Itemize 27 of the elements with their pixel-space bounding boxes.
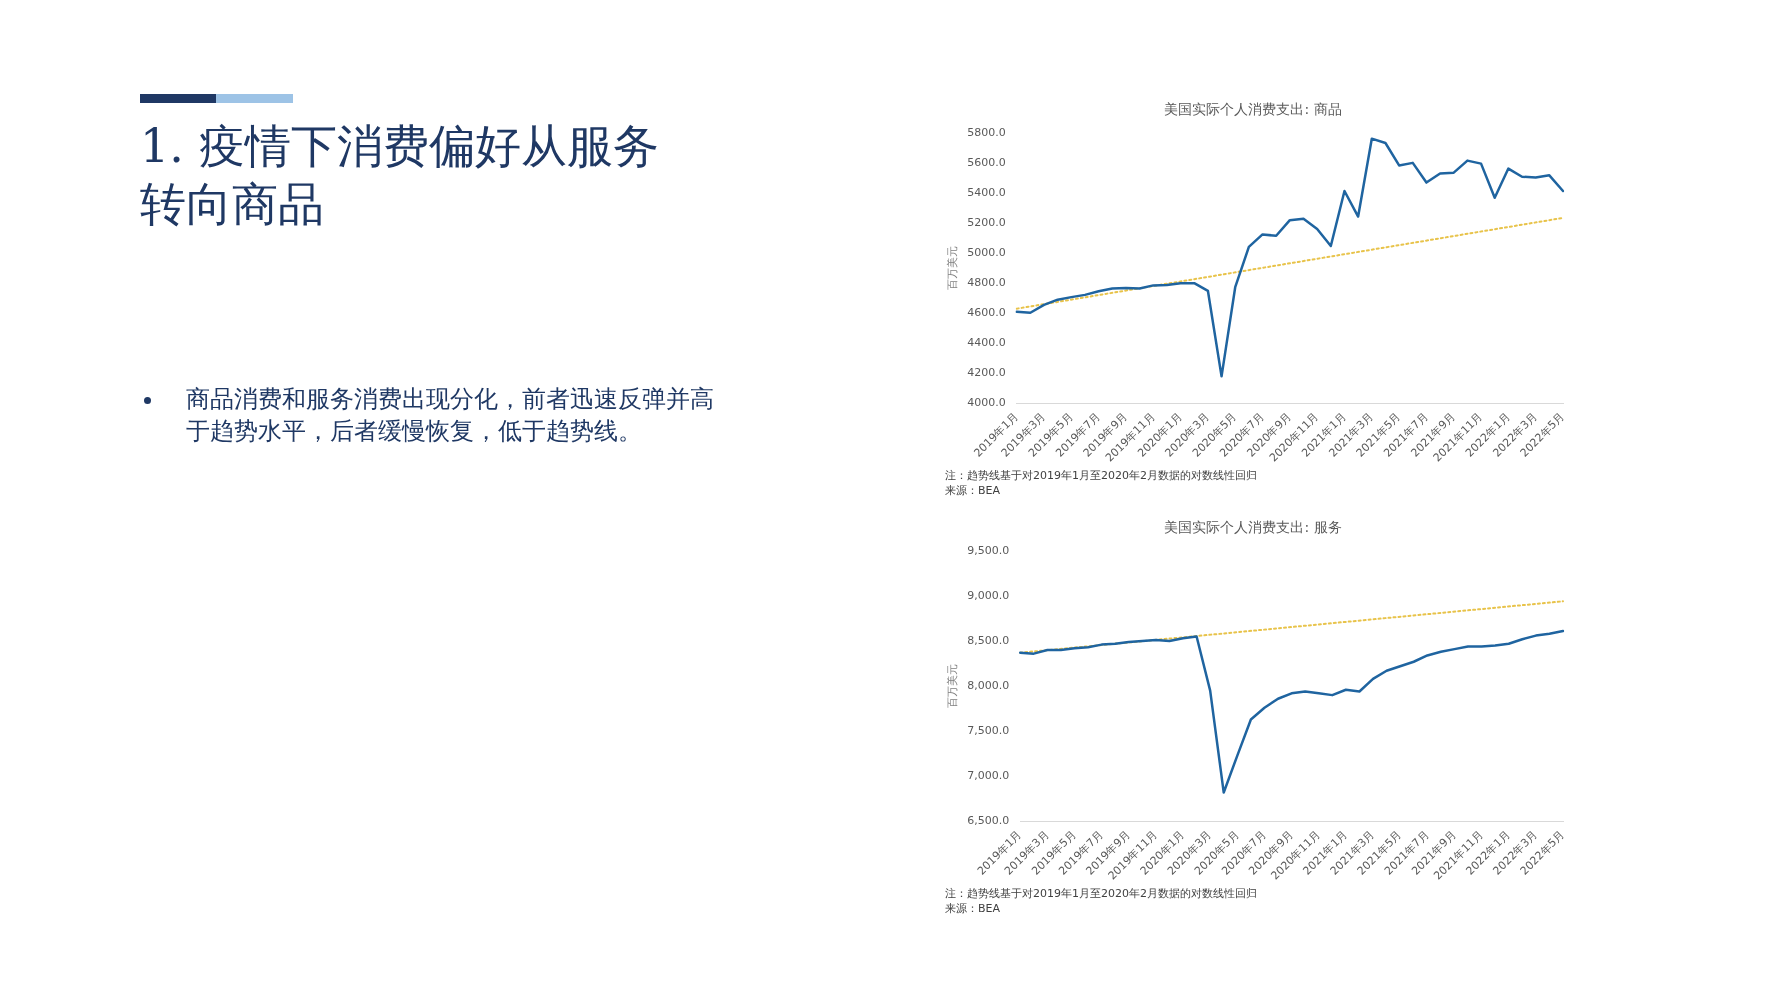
- y-tick-label: 4200.0: [967, 366, 1006, 380]
- y-tick-label: 6,500.0: [967, 814, 1010, 828]
- y-tick-label: 9,000.0: [967, 588, 1010, 602]
- y-tick-label: 5000.0: [967, 245, 1006, 259]
- source-note: 来源：BEA: [945, 483, 1002, 498]
- y-tick-label: 8,500.0: [967, 633, 1010, 647]
- y-tick-label: 7,000.0: [967, 769, 1010, 783]
- y-tick-label: 7,500.0: [967, 724, 1010, 738]
- y-tick-label: 8,000.0: [967, 678, 1010, 692]
- y-tick-label: 4400.0: [967, 336, 1006, 350]
- source-note: 来源：BEA: [945, 901, 1002, 916]
- y-tick-label: 9,500.0: [967, 543, 1010, 557]
- y-tick-label: 4800.0: [967, 276, 1006, 289]
- text: 1. 疫情下消费偏好从服务转向商品: [140, 118, 660, 233]
- chart-title: 美国实际个人消费支出: 服务: [1164, 519, 1342, 536]
- y-tick-label: 4000.0: [967, 396, 1006, 410]
- y-tick-label: 4600.0: [967, 306, 1006, 320]
- chart-title: 美国实际个人消费支出: 商品: [1164, 101, 1342, 118]
- y-tick-label: 5400.0: [967, 185, 1006, 199]
- y-axis-title: 百万美元: [946, 664, 960, 709]
- y-axis-title: 百万美元: [946, 246, 960, 291]
- text: 商品消费和服务消费出现分化，前者迅速反弹并高于趋势水平，后者缓慢恢复，低于趋势线。: [186, 384, 715, 447]
- text: 注：趋势线基于对2019年1月至2020年2月数据的对数线性回归: [945, 886, 1258, 901]
- y-tick-label: 5600.0: [967, 155, 1006, 169]
- y-tick-label: 5800.0: [967, 125, 1006, 139]
- text: 注：趋势线基于对2019年1月至2020年2月数据的对数线性回归: [945, 468, 1258, 483]
- y-tick-label: 5200.0: [967, 215, 1006, 229]
